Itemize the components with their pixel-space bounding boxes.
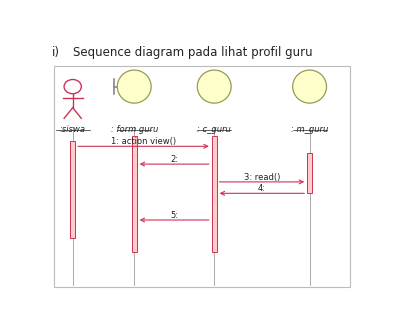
Text: : c_guru: : c_guru — [197, 125, 231, 134]
Text: : m_guru: : m_guru — [291, 125, 328, 134]
Ellipse shape — [118, 70, 151, 103]
Text: 4:: 4: — [258, 184, 266, 193]
Bar — [70, 141, 75, 238]
Ellipse shape — [293, 70, 326, 103]
Bar — [212, 136, 217, 252]
Text: Sequence diagram pada lihat profil guru: Sequence diagram pada lihat profil guru — [73, 46, 312, 59]
Text: 2:: 2: — [170, 155, 178, 164]
Bar — [54, 66, 350, 287]
Text: i): i) — [52, 46, 60, 59]
Bar — [132, 136, 137, 252]
Text: 3: read(): 3: read() — [244, 173, 280, 182]
Text: :siswa: :siswa — [60, 125, 86, 134]
Ellipse shape — [197, 70, 231, 103]
Text: 1: action view(): 1: action view() — [111, 137, 176, 146]
Bar — [307, 153, 312, 193]
Text: : form guru: : form guru — [111, 125, 158, 134]
Text: 5:: 5: — [170, 211, 178, 220]
